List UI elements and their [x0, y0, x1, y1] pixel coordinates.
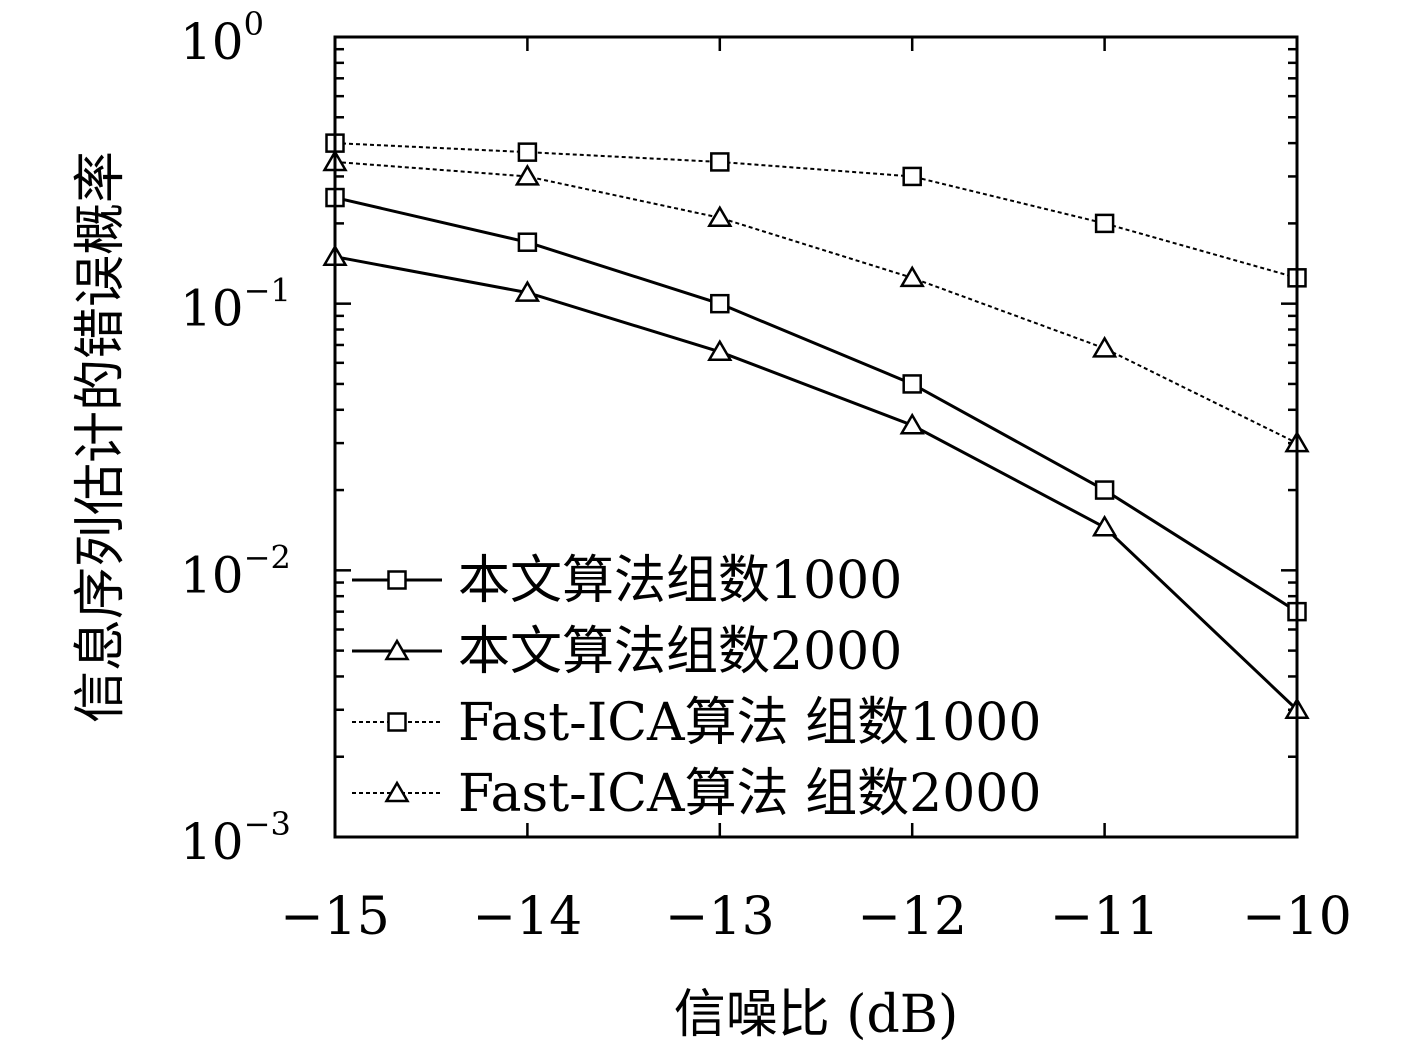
- x-axis-tick-labels: −15 −14 −13 −12 −11 −10: [280, 887, 1352, 947]
- data-point: [514, 163, 541, 186]
- series-3: [325, 133, 1307, 288]
- x-tick-label: −10: [1242, 887, 1352, 947]
- data-point: [899, 265, 925, 288]
- legend-entry: Fast-ICA算法 组数1000: [352, 693, 1041, 753]
- legend-entry: 本文算法组数1000: [352, 551, 902, 611]
- legend-marker: [387, 712, 407, 732]
- legend-marker: [387, 570, 407, 590]
- series-line: [334, 160, 1298, 444]
- y-axis-title: 信息序列估计的错误概率: [71, 151, 131, 723]
- x-tick-label: −15: [280, 887, 390, 947]
- data-point: [902, 166, 922, 187]
- data-point: [514, 280, 541, 302]
- legend-entry: Fast-ICA算法 组数2000: [352, 764, 1041, 824]
- legend-marker: [384, 638, 410, 661]
- legend: 本文算法组数1000 本文算法组数2000 Fast-ICA算法 组数1000 Fas…: [352, 551, 1041, 824]
- legend-label: 本文算法组数2000: [458, 622, 902, 682]
- series-line: [334, 196, 1298, 613]
- data-point: [517, 232, 538, 252]
- data-point: [710, 152, 730, 172]
- series-line: [334, 142, 1298, 279]
- data-point: [710, 293, 730, 314]
- legend-entry: 本文算法组数2000: [352, 622, 902, 682]
- data-point: [517, 142, 538, 162]
- y-tick-label: 10−2: [180, 538, 291, 604]
- series-layer: [322, 133, 1310, 720]
- y-tick-label: 10−1: [180, 272, 291, 338]
- data-point: [1094, 213, 1115, 234]
- x-tick-label: −12: [857, 887, 967, 947]
- x-tick-label: −13: [665, 887, 775, 947]
- series-line: [334, 255, 1299, 711]
- data-point: [1091, 514, 1118, 537]
- data-point: [902, 374, 922, 394]
- legend-label: 本文算法组数1000: [458, 551, 902, 611]
- legend-label: Fast-ICA算法 组数1000: [458, 693, 1041, 753]
- y-axis-tick-labels: 100 10−1 10−2 10−3: [180, 5, 291, 871]
- data-point: [899, 412, 925, 435]
- legend-marker: [384, 780, 410, 803]
- x-tick-label: −14: [473, 887, 583, 947]
- data-point: [1091, 335, 1118, 358]
- data-point: [1094, 480, 1115, 500]
- y-tick-label: 100: [180, 5, 264, 71]
- legend-label: Fast-ICA算法 组数2000: [458, 764, 1041, 824]
- data-point: [707, 339, 733, 362]
- plot-frame: [333, 35, 1299, 839]
- x-tick-label: −11: [1050, 887, 1160, 947]
- series-4: [322, 149, 1310, 453]
- y-tick-label: 10−3: [180, 805, 291, 871]
- x-axis-title: 信噪比 (dB): [674, 985, 959, 1045]
- series-1: [325, 187, 1307, 622]
- data-point: [707, 205, 733, 227]
